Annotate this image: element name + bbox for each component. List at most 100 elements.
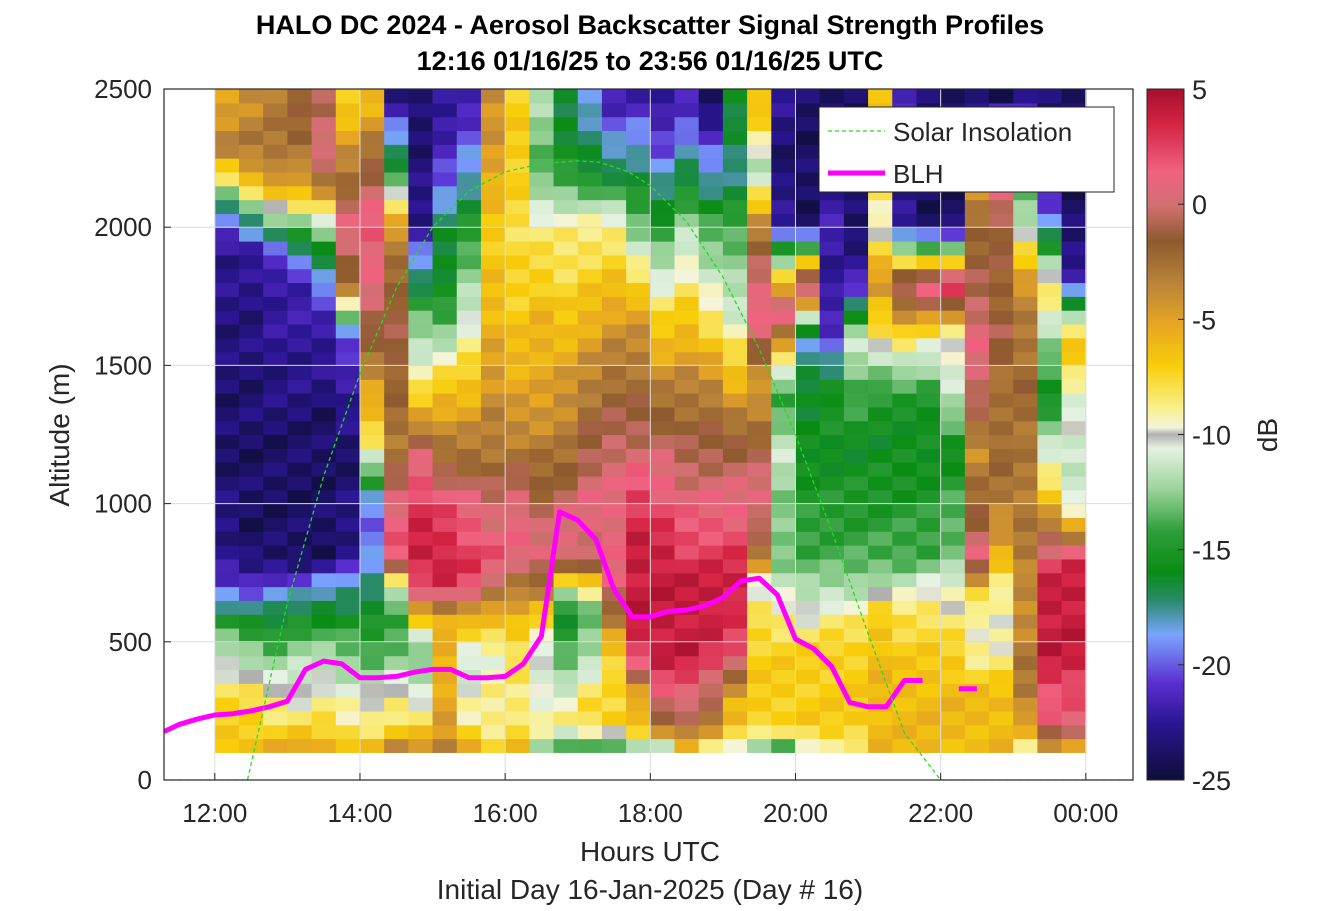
heatmap-cell [456, 268, 482, 284]
heatmap-cell [529, 365, 555, 380]
heatmap-cell [892, 213, 918, 228]
heatmap-cell [1013, 600, 1039, 615]
heatmap-cell [311, 337, 337, 353]
heatmap-cell [384, 614, 409, 629]
heatmap-cell [263, 475, 288, 491]
heatmap-cell [287, 462, 313, 477]
heatmap-cell [214, 323, 240, 339]
heatmap-cell [843, 586, 869, 601]
heatmap-cell [601, 296, 627, 311]
heatmap-cell [819, 489, 845, 505]
heatmap-cell [601, 669, 627, 684]
heatmap-cell [601, 503, 627, 519]
heatmap-cell [480, 254, 506, 270]
heatmap-cell [553, 406, 579, 422]
heatmap-cell [263, 669, 288, 684]
heatmap-cell [359, 586, 385, 601]
heatmap-cell [940, 475, 966, 491]
heatmap-cell [359, 517, 385, 532]
heatmap-cell [964, 558, 990, 574]
heatmap-cell [432, 227, 458, 242]
heatmap-cell [916, 641, 942, 657]
heatmap-cell [553, 434, 579, 449]
heatmap-cell [456, 296, 482, 311]
heatmap-cell [771, 102, 797, 118]
heatmap-cell [214, 614, 240, 629]
heatmap-cell [408, 144, 434, 159]
heatmap-cell [771, 641, 797, 657]
heatmap-cell [335, 545, 361, 560]
heatmap-cell [747, 130, 772, 145]
heatmap-cell [795, 503, 821, 519]
heatmap-cell [432, 627, 458, 643]
heatmap-cell [384, 406, 409, 422]
heatmap-cell [868, 296, 893, 311]
heatmap-cell [1037, 323, 1063, 339]
heatmap-cell [432, 517, 458, 532]
y-tick-label: 2500 [94, 74, 152, 104]
heatmap-cell [747, 406, 772, 422]
heatmap-cell [964, 710, 990, 726]
heatmap-cell [214, 655, 240, 671]
heatmap-cell [529, 448, 555, 463]
heatmap-cell [239, 406, 264, 422]
heatmap-cell [214, 89, 240, 104]
heatmap-cell [698, 641, 724, 657]
heatmap-cell [480, 268, 506, 284]
heatmap-cell [335, 254, 361, 270]
heatmap-cell [432, 102, 458, 118]
heatmap-cell [384, 365, 409, 380]
heatmap-cell [408, 351, 434, 366]
heatmap-cell [626, 600, 651, 615]
heatmap-cell [843, 724, 869, 740]
heatmap-cell [456, 448, 482, 463]
heatmap-cell [553, 489, 579, 505]
heatmap-cell [311, 379, 337, 394]
heatmap-cell [335, 89, 361, 104]
heatmap-cell [577, 683, 603, 698]
heatmap-cell [916, 738, 942, 753]
heatmap-cell [335, 475, 361, 491]
heatmap-cell [989, 448, 1014, 463]
heatmap-cell [263, 517, 288, 532]
heatmap-cell [577, 213, 603, 228]
heatmap-cell [263, 489, 288, 505]
heatmap-cell [239, 268, 264, 284]
heatmap-cell [456, 531, 482, 546]
heatmap-cell [989, 614, 1014, 629]
heatmap-cell [795, 158, 821, 173]
heatmap-cell [964, 600, 990, 615]
heatmap-cell [432, 655, 458, 671]
heatmap-cell [601, 434, 627, 449]
heatmap-cell [239, 144, 264, 159]
heatmap-cell [359, 627, 385, 643]
heatmap-cell [626, 572, 651, 588]
heatmap-cell [601, 158, 627, 173]
heatmap-cell [505, 89, 530, 104]
heatmap-cell [456, 213, 482, 228]
heatmap-cell [940, 614, 966, 629]
heatmap-cell [892, 406, 918, 422]
heatmap-cell [214, 462, 240, 477]
heatmap-cell [601, 531, 627, 546]
heatmap-cell [698, 323, 724, 339]
heatmap-cell [1061, 254, 1087, 270]
heatmap-cell [868, 683, 893, 698]
heatmap-cell [214, 254, 240, 270]
heatmap-cell [989, 503, 1014, 519]
heatmap-cell [553, 683, 579, 698]
heatmap-cell [843, 503, 869, 519]
heatmap-cell [868, 323, 893, 339]
heatmap-cell [577, 323, 603, 339]
footer-caption: Initial Day 16-Jan-2025 (Day # 16) [436, 874, 864, 905]
heatmap-cell [359, 655, 385, 671]
heatmap-cell [480, 241, 506, 256]
heatmap-cell [335, 683, 361, 698]
heatmap-cell [311, 158, 337, 173]
heatmap-cell [722, 130, 748, 145]
heatmap-cell [287, 158, 313, 173]
heatmap-cell [819, 462, 845, 477]
heatmap-cell [480, 406, 506, 422]
heatmap-cell [650, 683, 676, 698]
heatmap-cell [311, 462, 337, 477]
